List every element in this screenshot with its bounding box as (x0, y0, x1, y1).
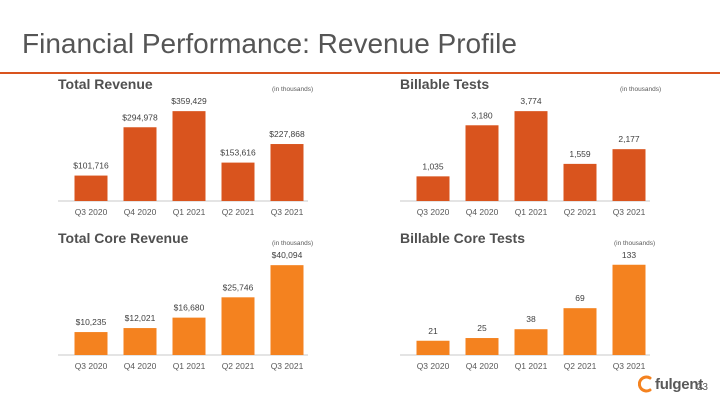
value-label: 1,559 (569, 149, 591, 159)
slide-title: Financial Performance: Revenue Profile (22, 28, 517, 59)
x-tick-label: Q1 2021 (173, 207, 206, 217)
value-label: 21 (428, 326, 438, 336)
x-tick-label: Q3 2021 (271, 361, 304, 371)
units-note: (in thousands) (272, 86, 314, 93)
total-core-revenue-chart: $10,235 Q3 2020 $12,021 Q4 2020 $16,680 Q1 20… (58, 250, 308, 371)
bar (465, 338, 499, 355)
bar (416, 176, 450, 201)
bar (221, 162, 255, 201)
logo-mark-icon (637, 375, 652, 393)
logo-text: fulgent (655, 376, 703, 393)
total-revenue-chart: $101,716 Q3 2020 $294,978 Q4 2020 $359,429 Q1… (58, 96, 308, 217)
value-label: 3,774 (520, 96, 542, 106)
value-label: $12,021 (125, 313, 156, 323)
x-tick-label: Q4 2020 (466, 361, 499, 371)
value-label: $359,429 (171, 96, 207, 106)
x-tick-label: Q1 2021 (515, 361, 548, 371)
total-core-revenue-panel: Total Core Revenue (in thousands) $10,23… (58, 230, 378, 390)
chart-title: Billable Core Tests (400, 230, 526, 246)
bar (612, 149, 646, 201)
bar (74, 332, 108, 355)
x-tick-label: Q2 2021 (564, 207, 597, 217)
value-label: 25 (477, 323, 487, 333)
billable-core-tests-panel: Billable Core Tests (in thousands) 21 Q3 … (400, 230, 720, 390)
bar (514, 111, 548, 201)
x-tick-label: Q4 2020 (124, 207, 157, 217)
title-divider (0, 72, 720, 74)
units-note: (in thousands) (614, 240, 656, 247)
billable-core-tests-chart: 21 Q3 2020 25 Q4 2020 38 Q1 2021 69 Q2 2021 133 Q… (400, 250, 650, 371)
x-tick-label: Q4 2020 (466, 207, 499, 217)
value-label: $25,746 (223, 282, 254, 292)
x-tick-label: Q2 2021 (222, 207, 255, 217)
bar (123, 328, 157, 355)
bar (270, 144, 304, 201)
bar (270, 265, 304, 355)
bar (563, 308, 597, 355)
bar (172, 111, 206, 201)
bar (416, 340, 450, 355)
value-label: 69 (575, 293, 585, 303)
page-number: 23 (696, 382, 708, 393)
x-tick-label: Q1 2021 (515, 207, 548, 217)
value-label: 133 (622, 250, 636, 260)
bar (465, 125, 499, 201)
fulgent-logo: fulgent (637, 374, 703, 396)
x-tick-label: Q2 2021 (222, 361, 255, 371)
value-label: $227,868 (269, 129, 305, 139)
x-tick-label: Q3 2021 (613, 207, 646, 217)
chart-title: Total Core Revenue (58, 230, 189, 246)
units-note: (in thousands) (272, 240, 314, 247)
value-label: $153,616 (220, 148, 256, 158)
value-label: 1,035 (422, 161, 444, 171)
value-label: 3,180 (471, 110, 493, 120)
bar (612, 264, 646, 355)
chart-title: Total Revenue (58, 76, 153, 92)
value-label: $294,978 (122, 112, 158, 122)
value-label: $40,094 (272, 250, 303, 260)
bar (563, 163, 597, 201)
units-note: (in thousands) (620, 86, 662, 93)
bar (123, 127, 157, 201)
x-tick-label: Q3 2020 (75, 361, 108, 371)
x-tick-label: Q1 2021 (173, 361, 206, 371)
bar (74, 175, 108, 201)
x-tick-label: Q3 2021 (271, 207, 304, 217)
total-revenue-panel: Total Revenue (in thousands) $101,716 Q3 … (58, 76, 378, 236)
billable-tests-panel: Billable Tests (in thousands) 1,035 Q3 20… (400, 76, 720, 236)
x-tick-label: Q3 2021 (613, 361, 646, 371)
value-label: 38 (526, 314, 536, 324)
value-label: $10,235 (76, 317, 107, 327)
bar (221, 297, 255, 355)
x-tick-label: Q3 2020 (417, 361, 450, 371)
value-label: $101,716 (73, 161, 109, 171)
x-tick-label: Q3 2020 (75, 207, 108, 217)
bar (514, 329, 548, 355)
chart-title: Billable Tests (400, 76, 490, 92)
value-label: $16,680 (174, 303, 205, 313)
value-label: 2,177 (618, 134, 640, 144)
x-tick-label: Q3 2020 (417, 207, 450, 217)
x-tick-label: Q2 2021 (564, 361, 597, 371)
bar (172, 317, 206, 355)
billable-tests-chart: 1,035 Q3 2020 3,180 Q4 2020 3,774 Q1 2021 1,55… (400, 96, 650, 217)
x-tick-label: Q4 2020 (124, 361, 157, 371)
